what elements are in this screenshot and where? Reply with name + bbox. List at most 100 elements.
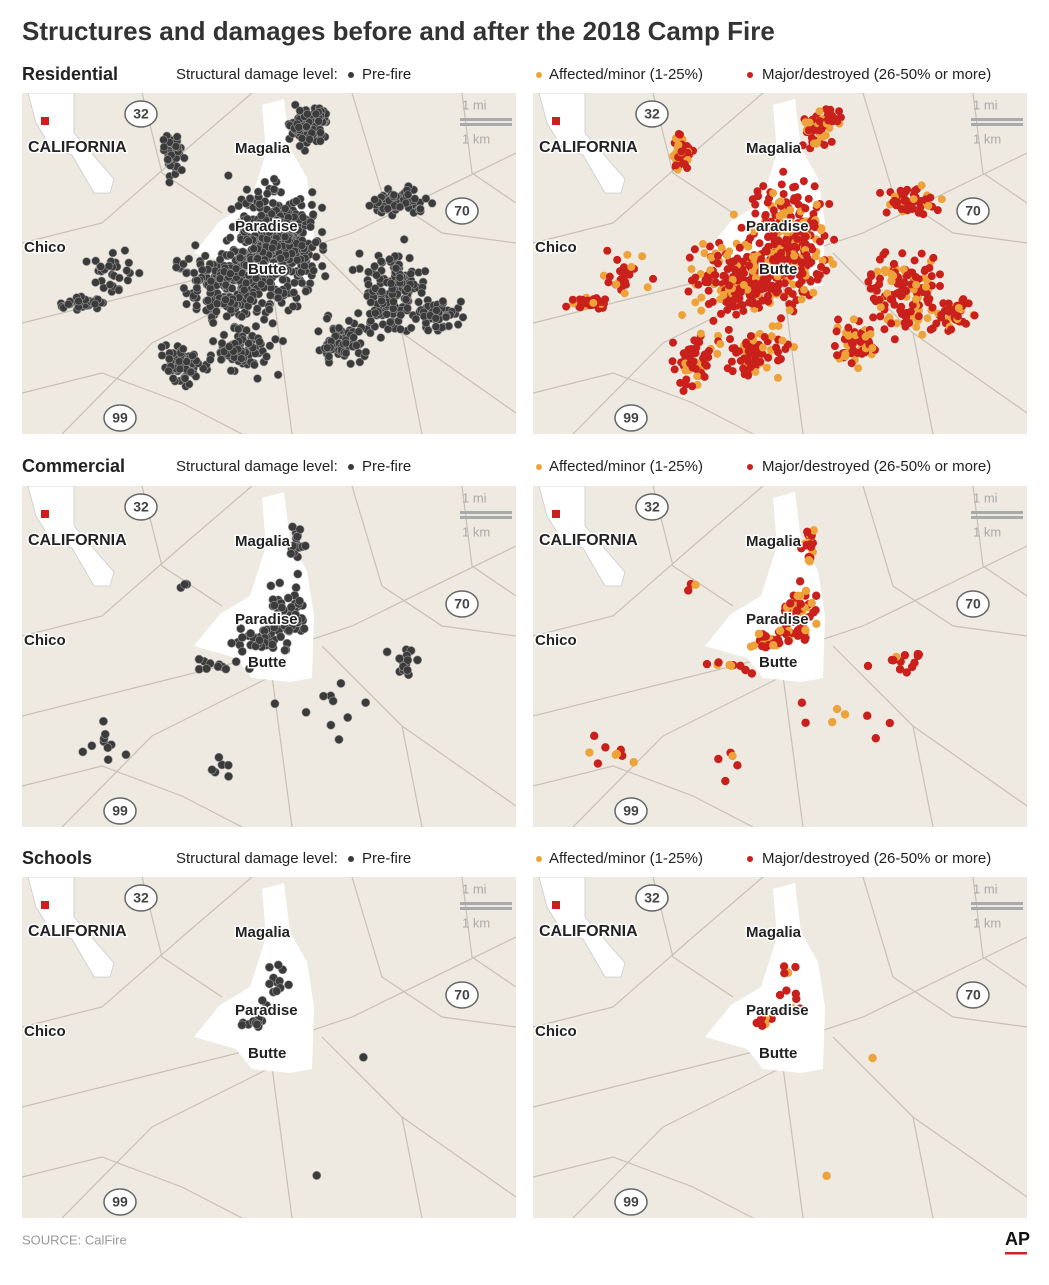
- structure-dot: [226, 269, 235, 278]
- structure-dot: [366, 328, 375, 338]
- road: [271, 1066, 293, 1218]
- highway-number: 99: [112, 410, 128, 426]
- structure-dot: [175, 364, 185, 374]
- structure-dot: [316, 136, 325, 146]
- structure-dot: [403, 190, 413, 199]
- structure-dot: [237, 633, 247, 643]
- road: [862, 877, 1027, 1028]
- structure-dot: [825, 199, 834, 208]
- structure-dot: [735, 243, 744, 252]
- structure-dot: [747, 669, 757, 678]
- structure-dot: [717, 243, 726, 252]
- structure-dot: [717, 309, 726, 318]
- structure-dot: [897, 309, 906, 318]
- map-label: Butte: [248, 654, 286, 671]
- structure-dot: [292, 196, 301, 206]
- structure-dot: [320, 271, 330, 281]
- structure-dot: [283, 593, 293, 603]
- structure-dot: [275, 578, 285, 588]
- structure-dot: [438, 297, 448, 306]
- map-label: Butte: [248, 1045, 286, 1062]
- legend-dot: [747, 856, 753, 862]
- structure-dot: [880, 325, 889, 334]
- structure-dot: [157, 342, 167, 352]
- map-panel: CALIFORNIA Chico Magalia Paradise Butte 32 70 9…: [22, 93, 516, 434]
- legend-affected: Affected/minor (1-25%): [549, 66, 703, 83]
- structure-dot: [259, 259, 268, 268]
- structure-dot: [278, 275, 288, 284]
- structure-dot: [353, 308, 363, 318]
- section-title: Schools: [22, 848, 92, 868]
- structure-dot: [771, 236, 780, 245]
- structure-dot: [403, 284, 412, 293]
- structure-dot: [896, 292, 905, 301]
- structure-dot: [396, 310, 406, 320]
- structure-dot: [444, 321, 454, 331]
- road: [572, 675, 784, 827]
- legend-dot: [747, 72, 753, 78]
- structure-dot: [235, 253, 245, 263]
- structure-dot: [157, 351, 167, 360]
- structure-dot: [219, 330, 229, 340]
- structure-dot: [312, 1170, 322, 1180]
- structure-dot: [714, 658, 723, 667]
- structure-dot: [180, 374, 190, 383]
- town-area: [194, 883, 314, 1073]
- structure-dot: [186, 367, 196, 377]
- highway-shield: [614, 797, 648, 825]
- highway-number: 70: [965, 987, 981, 1003]
- structure-dot: [590, 731, 599, 741]
- structure-dot: [619, 263, 628, 272]
- road: [61, 675, 273, 827]
- structure-dot: [597, 297, 606, 306]
- title: Structures and damages before and after …: [22, 16, 775, 46]
- structure-dot: [317, 227, 327, 237]
- structure-dot: [735, 273, 744, 282]
- structure-dot: [231, 657, 241, 667]
- map-label: Butte: [759, 1045, 797, 1062]
- structure-dot: [869, 313, 878, 322]
- structure-dot: [835, 107, 844, 116]
- structure-dot: [756, 257, 765, 266]
- structure-dot: [787, 218, 796, 227]
- structure-dot: [719, 271, 728, 280]
- structure-dot: [224, 342, 234, 351]
- structure-dot: [286, 549, 296, 559]
- structure-dot: [207, 765, 217, 775]
- structure-dot: [774, 356, 783, 365]
- structure-dot: [355, 357, 365, 367]
- structure-dot: [745, 261, 754, 270]
- structure-dot: [269, 185, 279, 194]
- map: CALIFORNIA Chico Magalia Paradise Butte 32 70 9…: [22, 93, 516, 434]
- scale-bar: [460, 123, 512, 126]
- structure-dot: [352, 341, 361, 350]
- structure-dot: [809, 219, 818, 228]
- structure-dot: [406, 323, 416, 333]
- map: CALIFORNIA Chico Magalia Paradise Butte 32 70 9…: [533, 486, 1027, 827]
- structure-dot: [314, 327, 323, 336]
- road: [912, 1116, 934, 1218]
- structure-dot: [750, 345, 759, 354]
- road: [401, 1116, 423, 1218]
- structure-dot: [290, 610, 300, 620]
- structure-dot: [697, 306, 706, 315]
- highway-shield: [445, 981, 479, 1009]
- structure-dot: [163, 155, 173, 164]
- structure-dot: [774, 281, 783, 290]
- structure-dot: [754, 629, 764, 638]
- structure-dot: [305, 135, 314, 144]
- scale-km: 1 km: [462, 915, 490, 930]
- structure-dot: [365, 201, 374, 210]
- structure-dot: [779, 293, 788, 302]
- legend-dot: [348, 856, 354, 862]
- structure-dot: [184, 379, 194, 389]
- map-panel: CALIFORNIA Chico Magalia Paradise Butte 32 70 9…: [533, 877, 1027, 1218]
- structure-dot: [806, 540, 815, 549]
- structure-dot: [889, 656, 898, 665]
- highway-shield: [124, 100, 158, 128]
- structure-dot: [589, 298, 598, 307]
- structure-dot: [297, 241, 307, 250]
- structure-dot: [799, 177, 808, 186]
- structure-dot: [217, 339, 227, 348]
- structure-dot: [759, 182, 768, 191]
